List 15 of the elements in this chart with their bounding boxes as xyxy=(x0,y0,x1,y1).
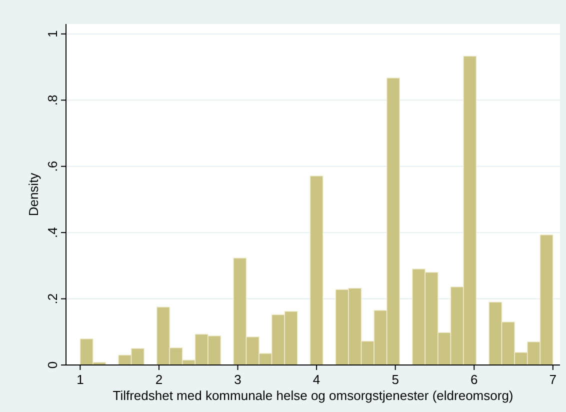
y-tick-label: 1 xyxy=(45,30,60,38)
y-tick-label: .8 xyxy=(45,94,60,106)
x-tick-label: 6 xyxy=(470,372,478,387)
x-axis-title: Tilfredshet med kommunale helse og omsorgstjenester (eldreomsorg) xyxy=(112,388,514,403)
x-tick-label: 5 xyxy=(392,372,399,387)
x-tick-label: 1 xyxy=(76,372,84,387)
y-tick-label: .2 xyxy=(45,293,60,304)
x-tick-label: 4 xyxy=(312,372,320,387)
x-tick-label: 3 xyxy=(234,372,242,387)
y-axis-title: Density xyxy=(26,172,41,216)
y-tick-label: .6 xyxy=(45,160,60,172)
y-tick-label: 0 xyxy=(45,361,60,369)
x-tick-label: 7 xyxy=(549,372,557,387)
x-tick-label: 2 xyxy=(155,372,163,387)
y-tick-label: .4 xyxy=(45,227,60,238)
